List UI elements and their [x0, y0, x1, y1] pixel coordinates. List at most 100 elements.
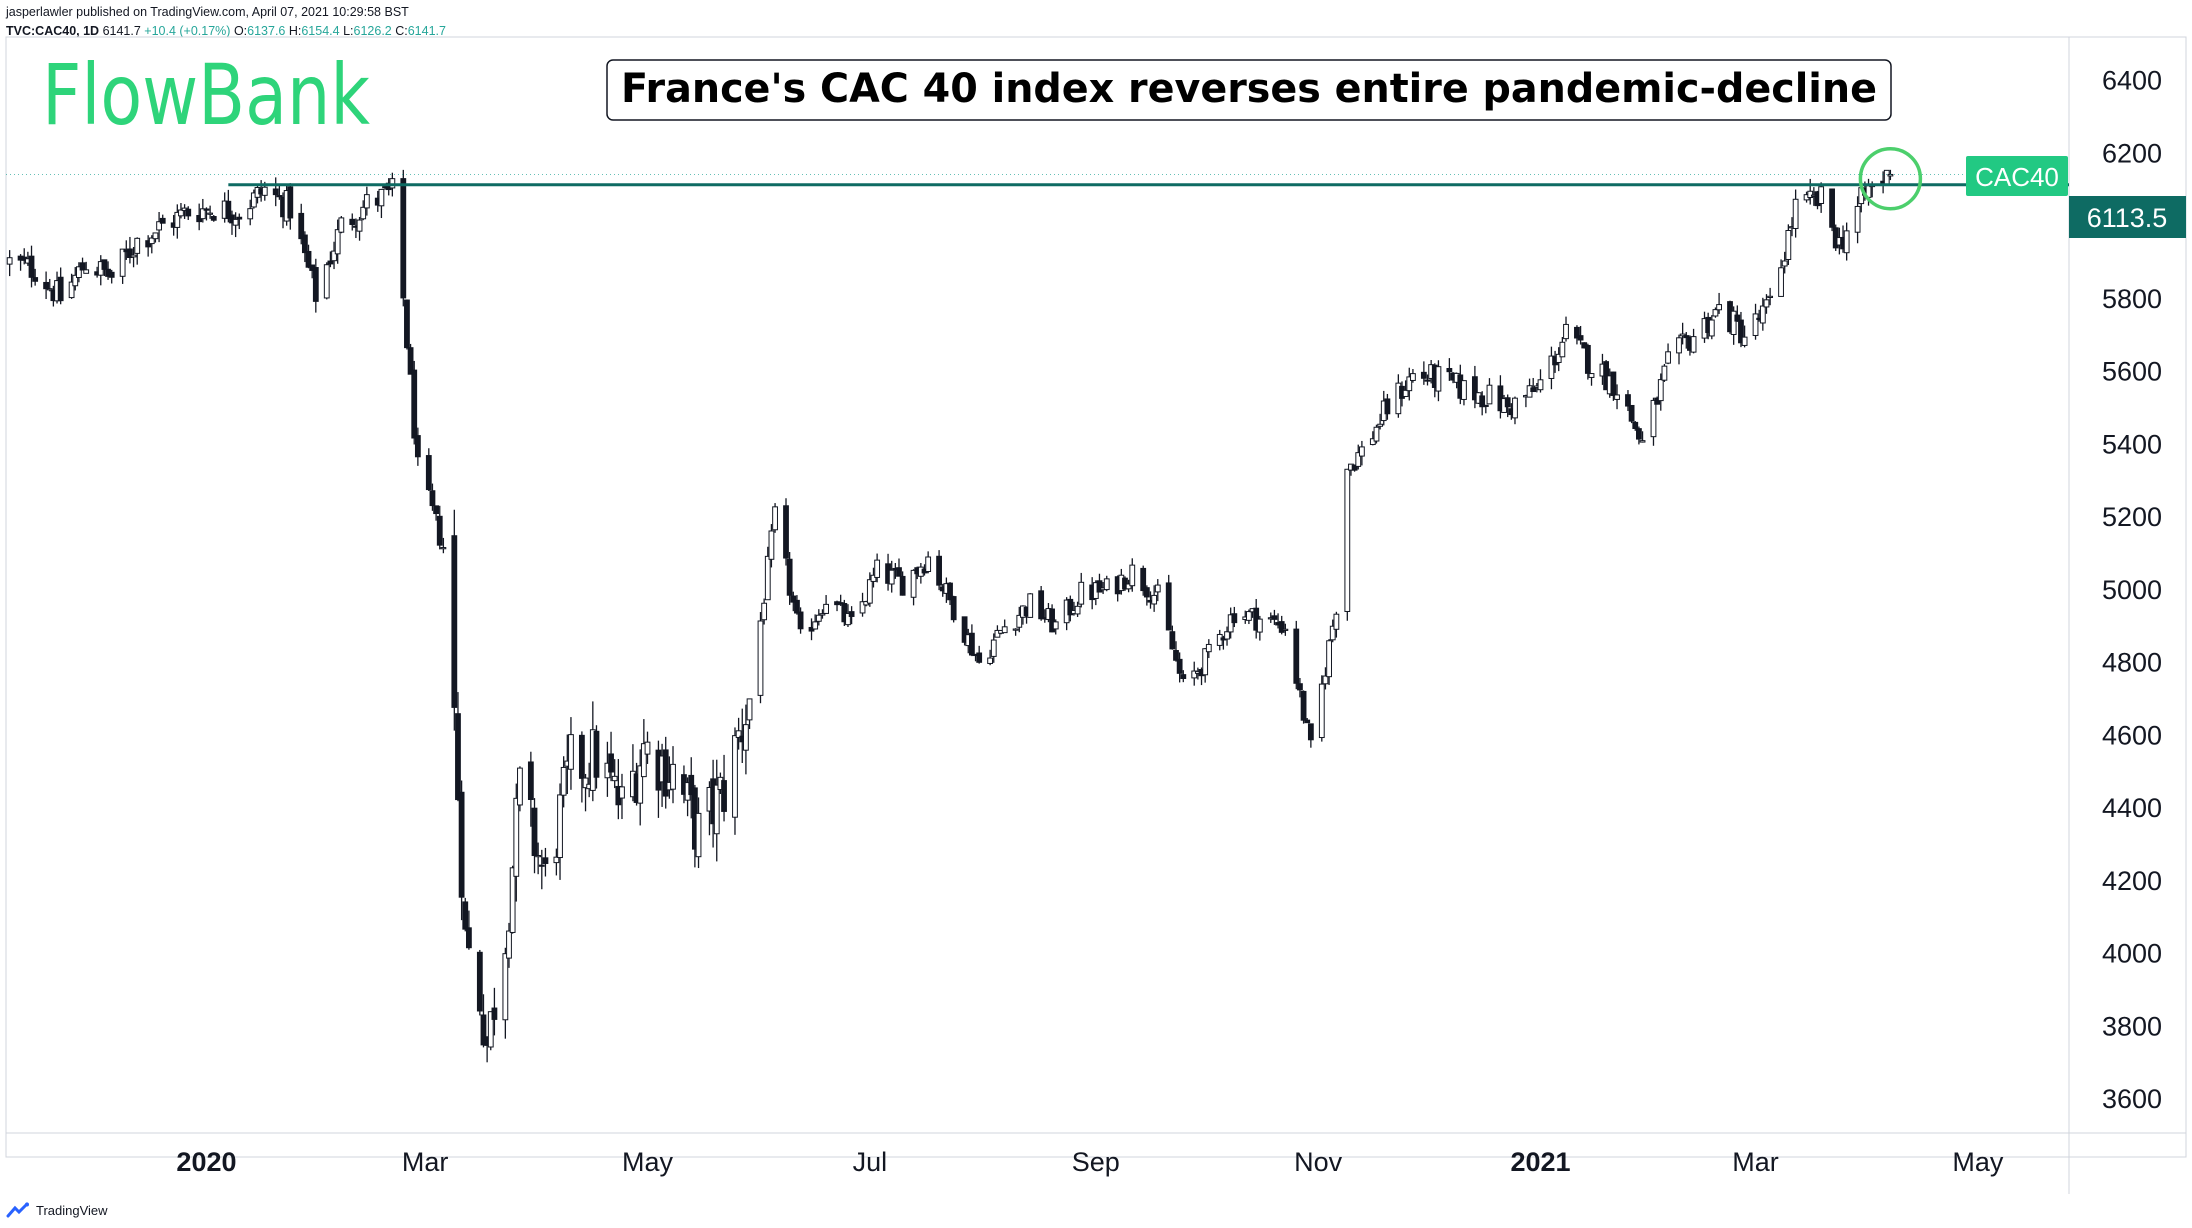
candle-body [1843, 230, 1850, 254]
candle-body [713, 784, 720, 835]
candle-body [436, 515, 443, 546]
candle-body [1792, 198, 1799, 229]
candle-body [1504, 397, 1511, 408]
y-tick-label: 5800 [2102, 284, 2162, 314]
candle-body [899, 575, 906, 596]
candle-body [1191, 670, 1198, 679]
x-tick-label: May [622, 1147, 674, 1177]
candle-body [1246, 611, 1252, 621]
candle-body [28, 255, 35, 278]
annotation-layer: FlowBank France's CAC 40 index reverses … [42, 46, 1892, 144]
candle-series [6, 169, 1894, 1063]
candle-body [451, 535, 458, 708]
candle-body [845, 612, 851, 626]
candle-body [1829, 188, 1835, 228]
candle-body [1406, 376, 1413, 392]
candle-body [1293, 628, 1300, 684]
candle-body [1555, 353, 1562, 363]
x-tick-label: Mar [1732, 1147, 1779, 1177]
candle-body [1883, 169, 1890, 186]
candle-body [1169, 631, 1176, 650]
candle-body [425, 455, 432, 491]
candle-body [491, 1007, 498, 1020]
candle-body [334, 229, 341, 255]
candle-body [225, 200, 232, 220]
candle-body [910, 569, 917, 598]
candle-body [455, 713, 461, 801]
y-tick-label: 3600 [2102, 1084, 2162, 1114]
candle-body [1763, 299, 1770, 308]
candle-body [870, 574, 877, 582]
candle-body [794, 599, 800, 614]
candle-body [994, 629, 1001, 638]
candle-body [1683, 335, 1690, 339]
publisher-line: jasperlawler published on TradingView.co… [6, 5, 409, 19]
candle-body [1078, 581, 1085, 605]
candle-body [411, 369, 418, 439]
candle-body [936, 555, 942, 586]
price-tags: CAC40 6113.5 [1966, 156, 2186, 238]
candle-body [360, 206, 367, 220]
candle-body [1614, 394, 1620, 400]
candle-body [1577, 335, 1584, 341]
price-axis[interactable]: 6400620060005800560054005200500048004600… [2102, 66, 2162, 1115]
tradingview-brand: TradingView [36, 1202, 108, 1218]
candle-body [1344, 468, 1351, 612]
low-label: L: [343, 24, 354, 38]
candle-body [1052, 621, 1059, 630]
candle-body [560, 766, 567, 796]
candle-body [1435, 366, 1442, 392]
candle-body [1537, 379, 1544, 391]
candle-body [207, 212, 214, 215]
x-tick-label: Nov [1294, 1147, 1343, 1177]
candle-body [6, 257, 13, 265]
candle-body [83, 269, 90, 274]
candle-body [1676, 337, 1682, 354]
candle-body [568, 734, 574, 770]
candle-body [517, 767, 523, 806]
candle-body [1377, 423, 1384, 427]
symbol-tag-label: CAC40 [1975, 162, 2059, 192]
candle-body [1628, 404, 1635, 422]
candle-body [232, 218, 239, 226]
candle-body [1358, 446, 1365, 457]
symbol-tag [1966, 156, 2068, 196]
y-tick-label: 5600 [2102, 357, 2162, 387]
candle-body [1231, 613, 1238, 624]
candle-body [1738, 319, 1744, 344]
candle-body [513, 797, 520, 877]
candle-body [1741, 336, 1748, 346]
candle-body [1854, 205, 1861, 233]
x-tick-label: May [1952, 1147, 2004, 1177]
candle-body [1665, 351, 1671, 364]
candle-body [721, 780, 727, 812]
candle-body [841, 603, 848, 623]
x-tick-label: 2021 [1510, 1147, 1570, 1177]
time-axis[interactable]: 2020 Mar May Jul Sep Nov 2021 Mar May [176, 1147, 2003, 1177]
candle-body [1461, 380, 1467, 400]
candle-body [743, 724, 749, 751]
low-value: 6126.2 [353, 24, 392, 38]
candle-body [487, 1011, 494, 1048]
candle-body [815, 614, 822, 622]
x-tick-label: Jul [853, 1147, 888, 1177]
candle-body [1373, 426, 1380, 442]
candle-body [1322, 675, 1329, 685]
candle-body [1548, 355, 1555, 379]
candle-body [1300, 690, 1307, 721]
candle-body [130, 254, 137, 258]
candle-body [134, 237, 141, 254]
candle-body [46, 288, 53, 291]
highlight-circle [1858, 146, 1923, 211]
candle-body [968, 632, 975, 656]
candle-body [404, 299, 410, 349]
candle-body [458, 791, 465, 898]
candle-body [1027, 593, 1034, 618]
candle-body [1074, 605, 1081, 615]
candle-body [101, 259, 108, 270]
candle-body [312, 267, 319, 302]
candle-body [305, 250, 312, 268]
candle-body [119, 248, 126, 277]
candle-body [1355, 452, 1362, 467]
